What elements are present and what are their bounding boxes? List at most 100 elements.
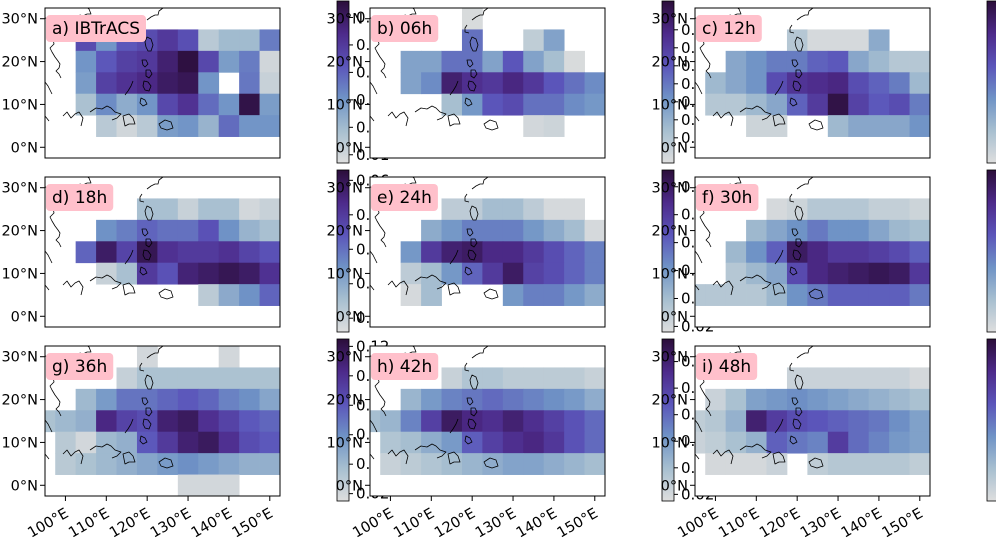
heatmap-cell [502, 284, 524, 306]
heatmap-cell [523, 284, 545, 306]
heatmap-cell [239, 219, 260, 242]
heatmap-cell [523, 50, 545, 73]
heatmap-cell [441, 93, 463, 116]
heatmap-cell [807, 262, 829, 285]
heatmap-cell [259, 115, 280, 137]
heatmap-cell [523, 241, 545, 264]
heatmap-cell [461, 388, 483, 411]
heatmap-cell [441, 410, 463, 433]
heatmap-cell [766, 241, 788, 264]
heatmap-cell [482, 72, 504, 95]
heatmap-cell [543, 219, 565, 242]
heatmap-cell [157, 198, 179, 221]
lat-tick-label: 30°N [1, 350, 38, 366]
heatmap-cell [461, 431, 483, 454]
lon-tick-label: 140°E [514, 506, 560, 539]
heatmap-cell [239, 367, 260, 390]
lat-tick-label: 10°N [326, 435, 363, 451]
heatmap-cell [136, 388, 158, 411]
heatmap-cell [198, 241, 220, 264]
heatmap-cell [766, 431, 788, 454]
panel-4: 0°N10°N20°N30°Nd) 18h0.020.030.040.050.0… [1, 169, 389, 333]
heatmap-cell [564, 431, 585, 454]
heatmap-cell [695, 284, 706, 306]
heatmap-cell [725, 93, 747, 116]
heatmap-cell [441, 72, 463, 95]
lon-tick-label: 140°E [189, 506, 235, 539]
lat-tick-label: 20°N [651, 393, 688, 409]
heatmap-cell [177, 367, 199, 390]
panel-label: g) 36h [46, 353, 114, 380]
heatmap-cell [157, 241, 179, 264]
heatmap-cell [400, 262, 422, 285]
heatmap-cell [786, 219, 808, 242]
lon-tick-label: 110°E [66, 506, 112, 539]
heatmap-cell [564, 241, 585, 264]
heatmap-cell [370, 410, 381, 433]
heatmap-cell [502, 198, 524, 221]
heatmap-cell [136, 93, 158, 116]
heatmap-cell [400, 50, 422, 73]
lat-tick-label: 0°N [336, 478, 363, 494]
heatmap-cell [75, 72, 97, 95]
heatmap-cell [889, 453, 910, 475]
heatmap-cell [96, 388, 117, 411]
heatmap-cell [157, 431, 179, 454]
heatmap-cell [564, 262, 585, 285]
heatmap-cell [218, 93, 240, 116]
heatmap-cell [564, 410, 585, 433]
heatmap-cell [827, 453, 849, 475]
heatmap-cell [848, 410, 870, 433]
heatmap-cell [725, 453, 747, 475]
lat-tick-label: 10°N [651, 435, 688, 451]
heatmap-cell [461, 198, 483, 221]
lat-tick-label: 30°N [326, 350, 363, 366]
heatmap-cell [827, 115, 849, 137]
heatmap-cell [502, 453, 524, 475]
panel-9: 0°N 10°N 20°N 30°N 100°E110°E120°E130°E140°E… [651, 338, 996, 539]
panel-label: c) 12h [696, 15, 762, 42]
heatmap-cell [766, 198, 788, 221]
heatmap-cell [136, 241, 158, 264]
heatmap-cell [441, 367, 463, 390]
heatmap-cell [523, 410, 545, 433]
heatmap-cell [177, 241, 199, 264]
panel-label: e) 24h [371, 184, 438, 211]
heatmap-cell [786, 50, 808, 73]
heatmap-cell [136, 262, 158, 285]
heatmap-cell [725, 72, 747, 95]
heatmap-cell [239, 388, 260, 411]
heatmap-cell [421, 262, 442, 285]
map-frame [44, 176, 281, 328]
heatmap-cell [725, 388, 747, 411]
heatmap-cell [725, 284, 747, 306]
panel-label-background [696, 15, 762, 42]
lon-tick-label: 110°E [716, 506, 762, 539]
heatmap-cell [848, 93, 870, 116]
heatmap-cell [705, 93, 727, 116]
heatmap-cell [523, 29, 545, 52]
heatmap-cell [868, 198, 890, 221]
heatmap-cell [421, 388, 442, 411]
heatmap-cell [909, 50, 930, 73]
heatmap-cell [461, 50, 483, 73]
heatmap-cell [218, 198, 240, 221]
heatmap-cell [218, 284, 240, 306]
heatmap-cell [461, 29, 483, 52]
lat-tick-label: 30°N [1, 12, 38, 28]
heatmap-cells [705, 29, 930, 137]
heatmap-cell [502, 241, 524, 264]
heatmap-cell [695, 431, 706, 454]
heatmap-cell [564, 93, 585, 116]
heatmap-cell [461, 367, 483, 390]
lat-tick-label: 10°N [1, 97, 38, 113]
lon-tick-label: 130°E [473, 506, 519, 539]
heatmap-cell [116, 410, 138, 433]
map-frame [694, 345, 931, 497]
heatmap-cell [868, 241, 890, 264]
heatmap-cells [695, 367, 930, 475]
heatmap-cell [400, 388, 422, 411]
heatmap-cell [909, 262, 930, 285]
heatmap-cell [564, 72, 585, 95]
heatmap-cells [45, 346, 280, 496]
